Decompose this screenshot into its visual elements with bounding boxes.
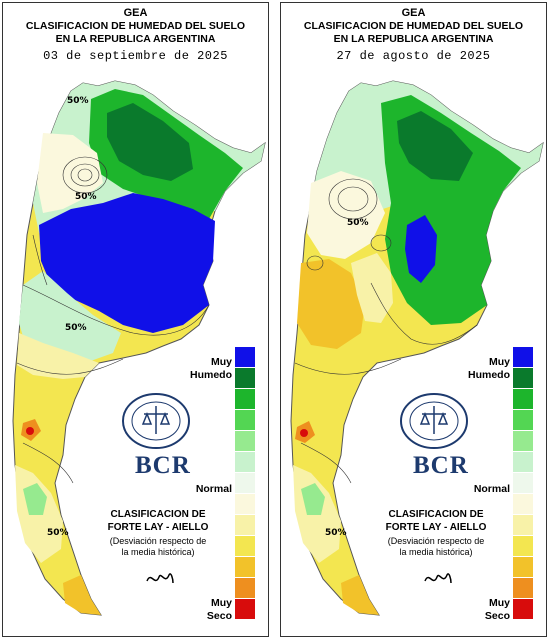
legend-normal-label: Normal: [473, 483, 510, 495]
bcr-logo-text: BCR: [413, 452, 469, 479]
legend-swatch-12: [513, 599, 533, 620]
legend-swatch-6: [513, 473, 533, 494]
legend-swatch-9: [235, 536, 255, 557]
legend-dry-line1: Muy: [211, 597, 232, 609]
header-title-line1: CLASIFICACION DE HUMEDAD DEL SUELO: [25, 20, 246, 32]
legend-swatch-3: [235, 410, 255, 431]
region-south-orange: [341, 575, 379, 615]
region-patagonia-green: [23, 483, 47, 515]
contour-label-3: 50%: [65, 323, 87, 333]
classification-note: (Desviación respecto de la media históri…: [88, 536, 228, 558]
bcr-seal-logo: [122, 393, 190, 449]
classification-note-line2: la media histórica): [121, 547, 195, 557]
header-org: GEA: [123, 7, 148, 19]
legend-wet-label: Muy Humedo: [468, 356, 510, 382]
classification-title: CLASIFICACION DE FORTE LAY - AIELLO: [88, 508, 228, 534]
legend-swatch-8: [513, 515, 533, 536]
legend-scale: [513, 347, 533, 620]
legend-swatch-3: [513, 410, 533, 431]
legend-swatch-0: [235, 347, 255, 368]
map-panel-right: 50% 50% GEA CLASIFICACION DE HUMEDAD DEL…: [280, 2, 547, 637]
legend-swatch-10: [235, 557, 255, 578]
classification-note-line1: (Desviación respecto de: [387, 536, 485, 546]
legend-wet-label: Muy Humedo: [190, 356, 232, 382]
legend-swatch-6: [235, 473, 255, 494]
classification-line2: FORTE LAY - AIELLO: [107, 522, 209, 533]
legend-swatch-5: [513, 452, 533, 473]
legend-swatch-5: [235, 452, 255, 473]
legend-swatch-1: [235, 368, 255, 389]
signature-mark: [146, 573, 174, 584]
classification-line1: CLASIFICACION DE: [110, 509, 206, 520]
legend-swatch-11: [513, 578, 533, 599]
legend-swatch-2: [235, 389, 255, 410]
header-date: 27 de agosto de 2025: [336, 49, 491, 63]
legend-swatch-10: [513, 557, 533, 578]
legend-swatch-0: [513, 347, 533, 368]
bcr-logo-text: BCR: [135, 452, 191, 479]
region-west-pale: [351, 253, 393, 323]
legend-dry-label: Muy Seco: [485, 597, 510, 623]
legend-wet-line1: Muy: [211, 356, 232, 368]
legend-swatch-12: [235, 599, 255, 620]
header-title-line2: EN LA REPUBLICA ARGENTINA: [55, 33, 216, 45]
region-south-orange: [63, 575, 101, 615]
region-green-inner: [397, 111, 473, 181]
legend-swatch-11: [235, 578, 255, 599]
classification-title: CLASIFICACION DE FORTE LAY - AIELLO: [366, 508, 506, 534]
argentina-map-right: 50% 50%: [290, 80, 544, 616]
argentina-map-left: 50% 50% 50% 50%: [12, 80, 266, 616]
legend-swatch-1: [513, 368, 533, 389]
legend-swatch-8: [235, 515, 255, 536]
classification-note-line2: la media histórica): [399, 547, 473, 557]
legend-scale: [235, 347, 255, 620]
region-green-inner: [107, 103, 193, 181]
classification-line2: FORTE LAY - AIELLO: [385, 522, 487, 533]
region-northwest-pale: [307, 171, 385, 259]
contour-label-1: 50%: [347, 218, 369, 228]
bcr-seal-logo: [400, 393, 468, 449]
contour-label-4: 50%: [47, 528, 69, 538]
legend-swatch-4: [513, 431, 533, 452]
legend-swatch-4: [235, 431, 255, 452]
contour-label-1: 50%: [67, 96, 89, 106]
legend-dry-line2: Seco: [206, 610, 232, 622]
region-south-west-pale: [17, 333, 99, 379]
classification-note: (Desviación respecto de la media históri…: [366, 536, 506, 558]
legend-dry-line2: Seco: [484, 610, 510, 622]
legend-wet-line2: Humedo: [468, 369, 510, 381]
contour-label-2: 50%: [325, 528, 347, 538]
classification-note-line1: (Desviación respecto de: [109, 536, 207, 546]
region-patagonia-green: [301, 483, 325, 515]
contour-label-2: 50%: [75, 192, 97, 202]
region-central-wet: [405, 215, 437, 283]
region-west-yellow: [297, 259, 365, 349]
region-central-wet: [39, 193, 215, 333]
contour-lines: [16, 156, 210, 484]
legend-wet-line1: Muy: [489, 356, 510, 368]
header-title-line1: CLASIFICACION DE HUMEDAD DEL SUELO: [303, 20, 524, 32]
legend-wet-line2: Humedo: [190, 369, 232, 381]
signature-mark: [424, 573, 452, 584]
region-transition-west: [19, 271, 121, 363]
header-org: GEA: [401, 7, 426, 19]
legend-swatch-7: [235, 494, 255, 515]
contour-lines: [294, 178, 478, 484]
header-title-line2: EN LA REPUBLICA ARGENTINA: [333, 33, 494, 45]
header-date: 03 de septiembre de 2025: [43, 49, 228, 63]
legend-dry-label: Muy Seco: [207, 597, 232, 623]
map-panel-left: 50% 50% 50% 50% GEA CLASIFICACION DE HUM…: [2, 2, 269, 637]
legend-normal-label: Normal: [195, 483, 232, 495]
classification-line1: CLASIFICACION DE: [388, 509, 484, 520]
legend-swatch-7: [513, 494, 533, 515]
dry-spot: [26, 427, 34, 435]
legend-swatch-9: [513, 536, 533, 557]
dry-spot: [300, 429, 308, 437]
legend-swatch-2: [513, 389, 533, 410]
legend-dry-line1: Muy: [489, 597, 510, 609]
